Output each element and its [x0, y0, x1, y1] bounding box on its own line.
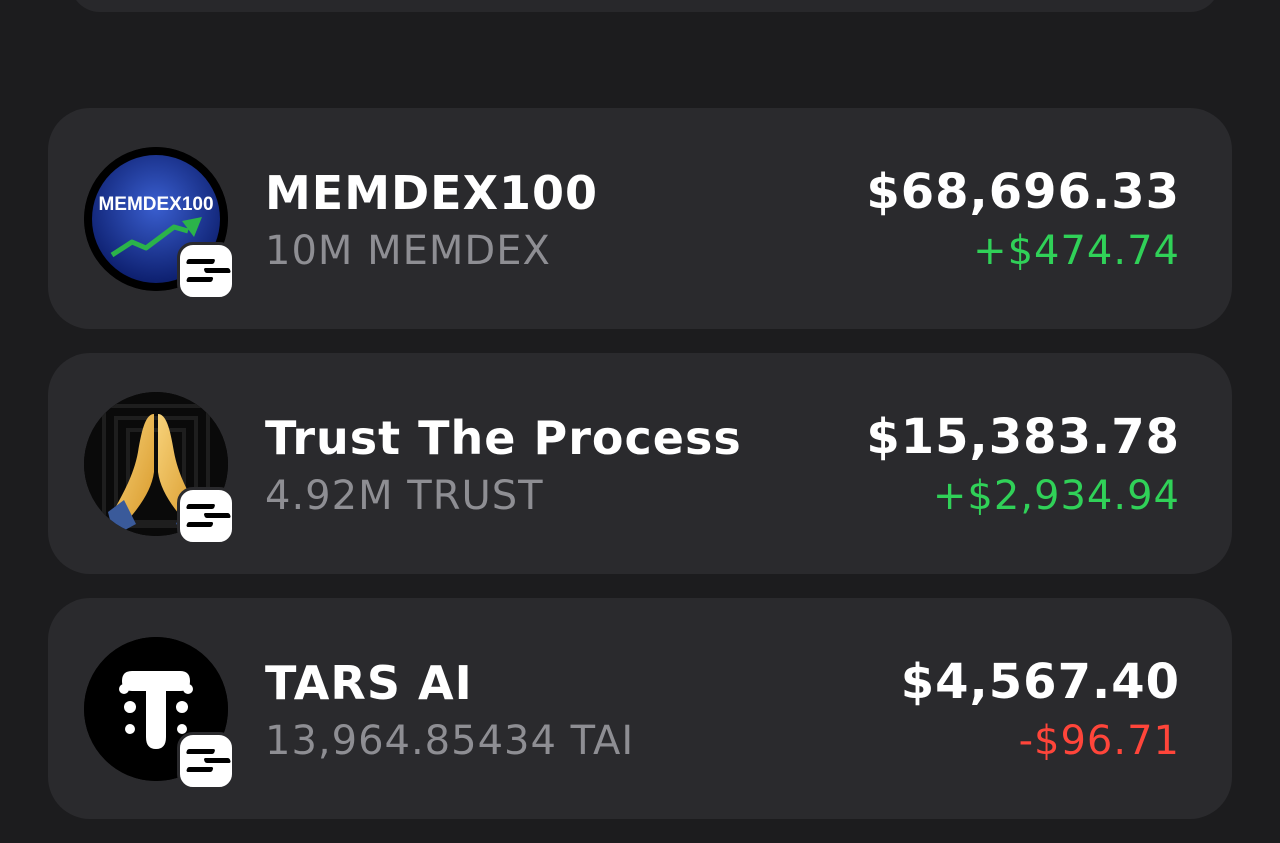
token-name: MEMDEX100 [265, 166, 599, 220]
solana-icon [177, 487, 235, 545]
token-balance: 10M MEMDEX [265, 228, 551, 274]
token-list: MEMDEX100 MEMDEX100 10M MEMDEX $68,696.3… [48, 108, 1232, 843]
token-change: +$474.74 [973, 228, 1180, 274]
token-balance: 4.92M TRUST [265, 473, 544, 519]
token-row-memdex100[interactable]: MEMDEX100 MEMDEX100 10M MEMDEX $68,696.3… [48, 108, 1232, 329]
token-name: Trust The Process [265, 411, 742, 465]
token-change: +$2,934.94 [932, 473, 1180, 519]
solana-icon [177, 242, 235, 300]
previous-card-edge [70, 0, 1220, 12]
token-value: $15,383.78 [866, 409, 1180, 465]
memdex100-logo-text: MEMDEX100 [98, 194, 213, 215]
token-row-trust-the-process[interactable]: Trust The Process 4.92M TRUST $15,383.78… [48, 353, 1232, 574]
token-balance: 13,964.85434 TAI [265, 718, 635, 764]
solana-icon [177, 732, 235, 790]
token-value: $4,567.40 [900, 654, 1180, 710]
token-change: -$96.71 [1018, 718, 1180, 764]
token-row-tars-ai[interactable]: TARS AI 13,964.85434 TAI $4,567.40 -$96.… [48, 598, 1232, 819]
token-name: TARS AI [265, 656, 473, 710]
token-value: $68,696.33 [866, 164, 1180, 220]
